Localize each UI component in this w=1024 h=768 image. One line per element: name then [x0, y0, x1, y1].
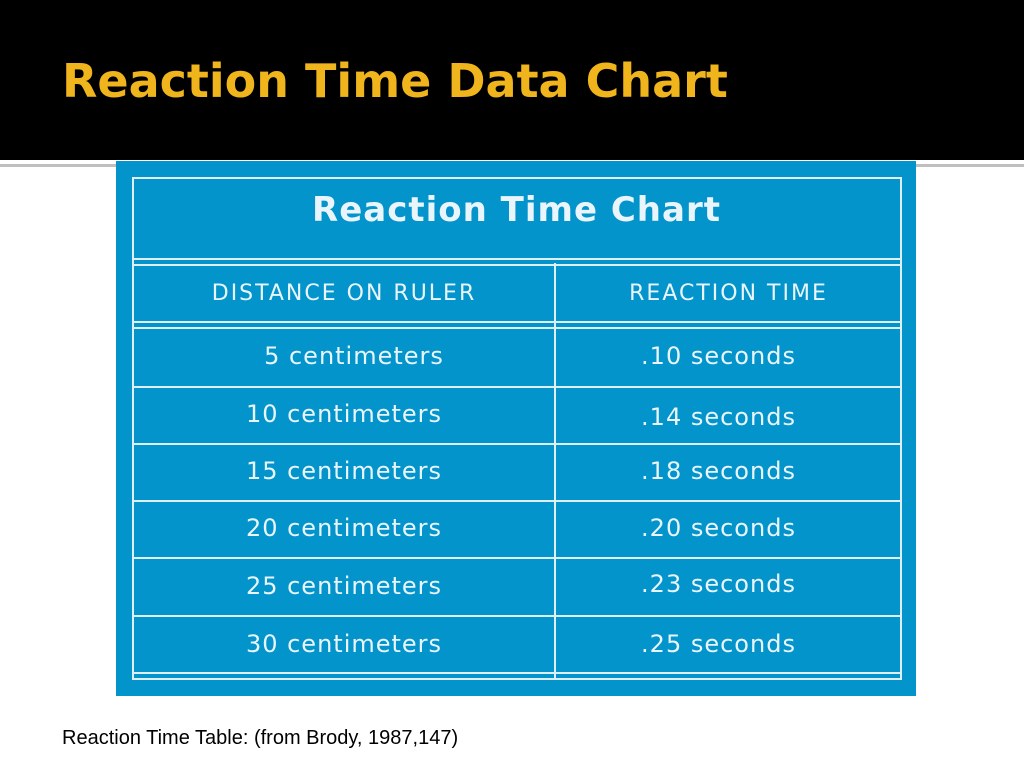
column-header-distance: DISTANCE ON RULER: [211, 281, 477, 306]
table-cell-reaction-time: .25 seconds: [641, 630, 796, 658]
table-cell-distance: 20 centimeters: [245, 514, 443, 542]
table-source-caption: Reaction Time Table: (from Brody, 1987,1…: [62, 727, 459, 749]
table-heading: Reaction Time Chart: [312, 190, 721, 230]
table-divider: [132, 443, 901, 445]
table-divider: [132, 500, 901, 502]
table-outer-border: [132, 177, 902, 680]
table-cell-reaction-time: .10 seconds: [641, 342, 796, 370]
table-cell-distance: 25 centimeters: [245, 572, 443, 600]
table-divider: [132, 264, 901, 266]
table-divider: [132, 672, 901, 674]
table-cell-reaction-time: .18 seconds: [641, 457, 796, 485]
column-header-reaction-time: REACTION TIME: [629, 281, 828, 306]
table-divider: [132, 327, 901, 329]
table-cell-distance: 5 centimeters: [264, 342, 444, 370]
table-divider: [132, 386, 901, 388]
table-divider: [132, 557, 901, 559]
table-divider: [132, 615, 901, 617]
table-cell-reaction-time: .14 seconds: [641, 403, 796, 431]
table-divider: [132, 321, 901, 323]
table-column-divider: [554, 263, 556, 680]
table-cell-reaction-time: .20 seconds: [641, 514, 796, 542]
table-cell-distance: 30 centimeters: [245, 630, 443, 658]
reaction-time-table-image: [116, 161, 916, 696]
table-cell-distance: 10 centimeters: [245, 400, 443, 428]
slide-title: Reaction Time Data Chart: [62, 54, 728, 108]
slide-title-bar: [0, 0, 1024, 160]
table-divider: [132, 258, 901, 260]
table-cell-reaction-time: .23 seconds: [641, 570, 796, 598]
table-cell-distance: 15 centimeters: [245, 457, 443, 485]
